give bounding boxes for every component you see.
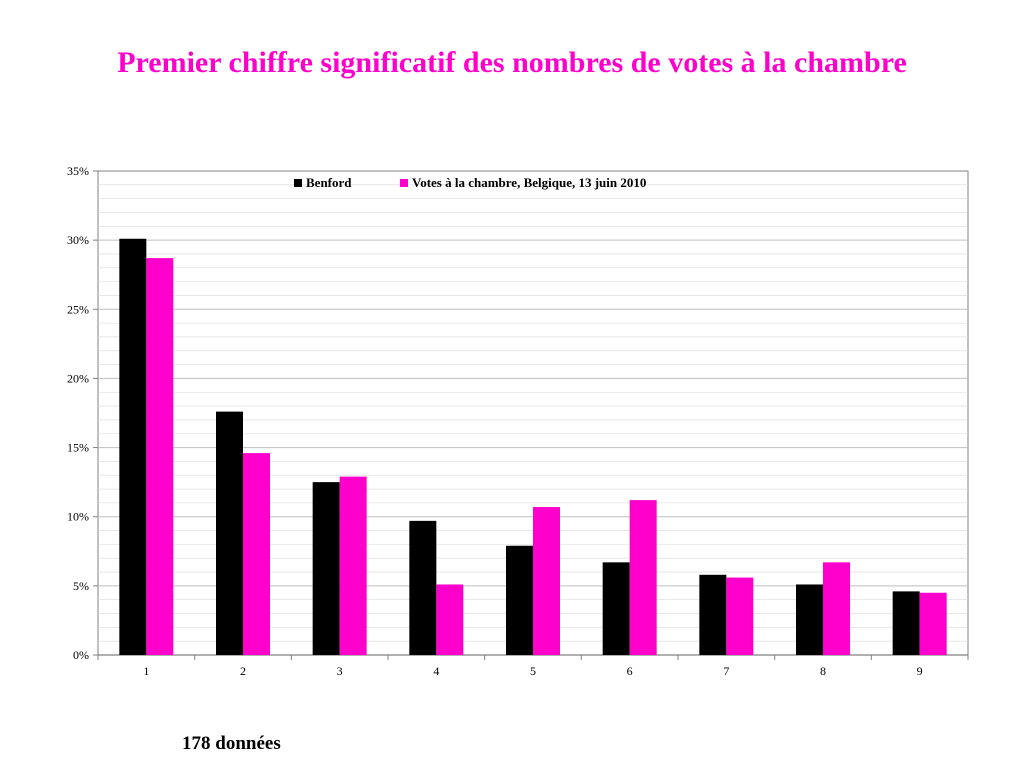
x-tick-label: 3 (337, 664, 343, 678)
bar-votes (823, 562, 850, 655)
bar-benford (216, 411, 243, 655)
y-tick-label: 35% (67, 164, 89, 178)
y-tick-label: 20% (67, 371, 89, 385)
data-count-note: 178 données (182, 733, 281, 754)
x-tick-label: 1 (143, 664, 149, 678)
y-tick-label: 10% (67, 510, 89, 524)
bar-votes (533, 507, 560, 655)
bar-benford (506, 545, 533, 655)
legend-label-benford: Benford (306, 175, 352, 190)
legend-label-votes: Votes à la chambre, Belgique, 13 juin 20… (412, 175, 646, 190)
bar-votes (919, 592, 947, 655)
x-tick-label: 6 (627, 664, 633, 678)
x-tick-label: 8 (820, 664, 826, 678)
bar-benford (796, 584, 823, 655)
bar-votes (436, 584, 464, 655)
bar-votes (726, 577, 754, 655)
x-tick-label: 5 (530, 664, 536, 678)
y-tick-label: 25% (67, 302, 89, 316)
slide-title: Premier chiffre significatif des nombres… (117, 46, 907, 79)
bar-votes (146, 258, 174, 655)
x-tick-label: 7 (723, 664, 729, 678)
legend-swatch-votes (400, 179, 408, 187)
bar-benford (409, 520, 437, 655)
bar-benford (312, 482, 340, 655)
bar-votes (339, 476, 367, 655)
bar-benford (699, 574, 727, 655)
y-tick-label: 5% (73, 579, 89, 593)
legend-swatch-benford (294, 179, 302, 187)
bar-benford (119, 238, 147, 655)
x-tick-label: 9 (917, 664, 923, 678)
bar-benford (602, 562, 630, 655)
bar-benford (892, 591, 920, 655)
bar-votes (243, 453, 270, 655)
bar-votes (629, 500, 657, 655)
y-tick-label: 15% (67, 441, 89, 455)
x-tick-label: 2 (240, 664, 246, 678)
y-tick-label: 30% (67, 233, 89, 247)
x-tick-label: 4 (433, 664, 439, 678)
y-tick-label: 0% (73, 648, 89, 662)
